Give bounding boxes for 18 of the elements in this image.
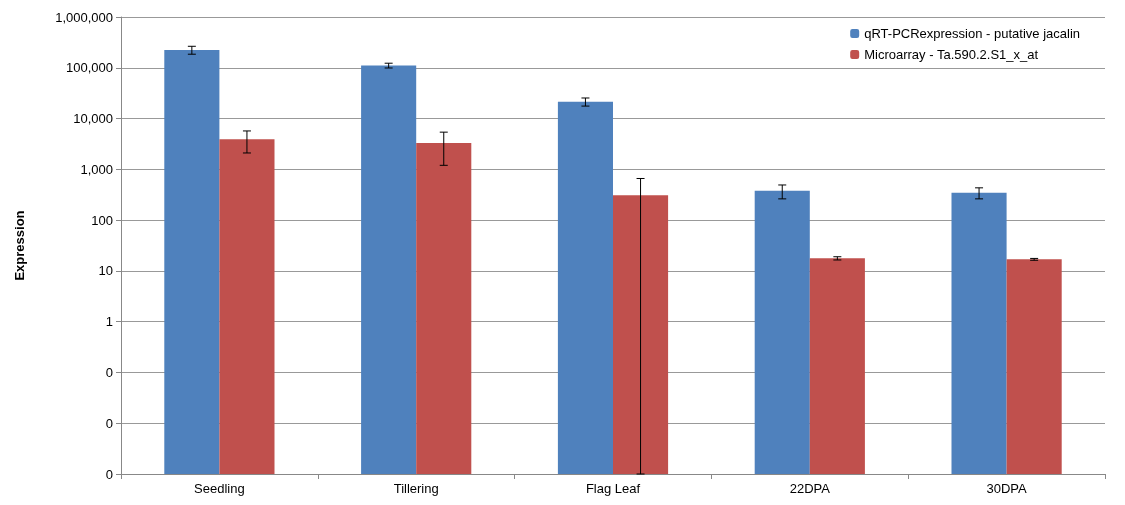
y-tick-label: 100,000 [66,60,113,76]
x-tick-label: Flag Leaf [585,481,641,496]
y-tick-label: 0 [105,466,113,482]
y-tick-label: 1,000 [80,161,113,177]
y-tick-label: 1 [105,314,113,330]
x-tick-label: 22DPA [789,481,831,496]
y-tick-label: 0 [105,364,113,380]
y-tick-label: 100 [91,212,113,228]
y-axis-title: Expression [12,210,27,281]
y-tick-label: 0 [105,415,113,431]
y-tick-label: 10,000 [73,111,113,127]
x-tick-label: Tillering [393,481,439,496]
legend-label: qRT-PCRexpression - putative jacalin [864,26,1081,41]
x-tick-label: Seedling [194,481,245,496]
y-tick-label: 10 [98,263,113,279]
legend-label: Microarray - Ta.590.2.S1_x_at [864,47,1039,62]
y-tick-label: 1,000,000 [55,9,113,25]
x-tick-label: 30DPA [986,481,1028,496]
